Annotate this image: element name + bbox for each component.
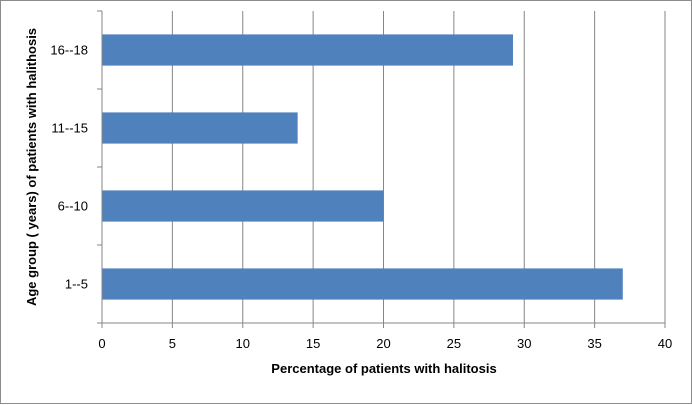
x-tick-label: 0 — [98, 336, 105, 351]
category-label: 6--10 — [58, 199, 88, 214]
x-tick-label: 35 — [587, 336, 601, 351]
x-tick-label: 20 — [376, 336, 390, 351]
bar — [102, 268, 623, 300]
x-tick-label: 5 — [169, 336, 176, 351]
x-tick-label: 40 — [658, 336, 672, 351]
tick-labels: 0 5 10 15 20 25 30 35 40 16--18 11--15 6--10 1--5 — [50, 43, 672, 352]
y-axis-title: Age group ( years) of patients with hali… — [24, 28, 39, 306]
x-tick-label: 30 — [517, 336, 531, 351]
category-label: 11--15 — [51, 121, 88, 136]
x-tick-label: 10 — [236, 336, 250, 351]
x-axis-title: Percentage of patients with halitosis — [271, 361, 496, 376]
category-label: 16--18 — [50, 43, 88, 58]
x-tick-label: 15 — [306, 336, 320, 351]
bar — [102, 112, 298, 144]
category-label: 1--5 — [65, 277, 88, 292]
bar — [102, 34, 513, 66]
axes — [97, 10, 666, 328]
bar — [102, 190, 384, 222]
x-tick-label: 25 — [447, 336, 461, 351]
bars — [102, 34, 623, 300]
